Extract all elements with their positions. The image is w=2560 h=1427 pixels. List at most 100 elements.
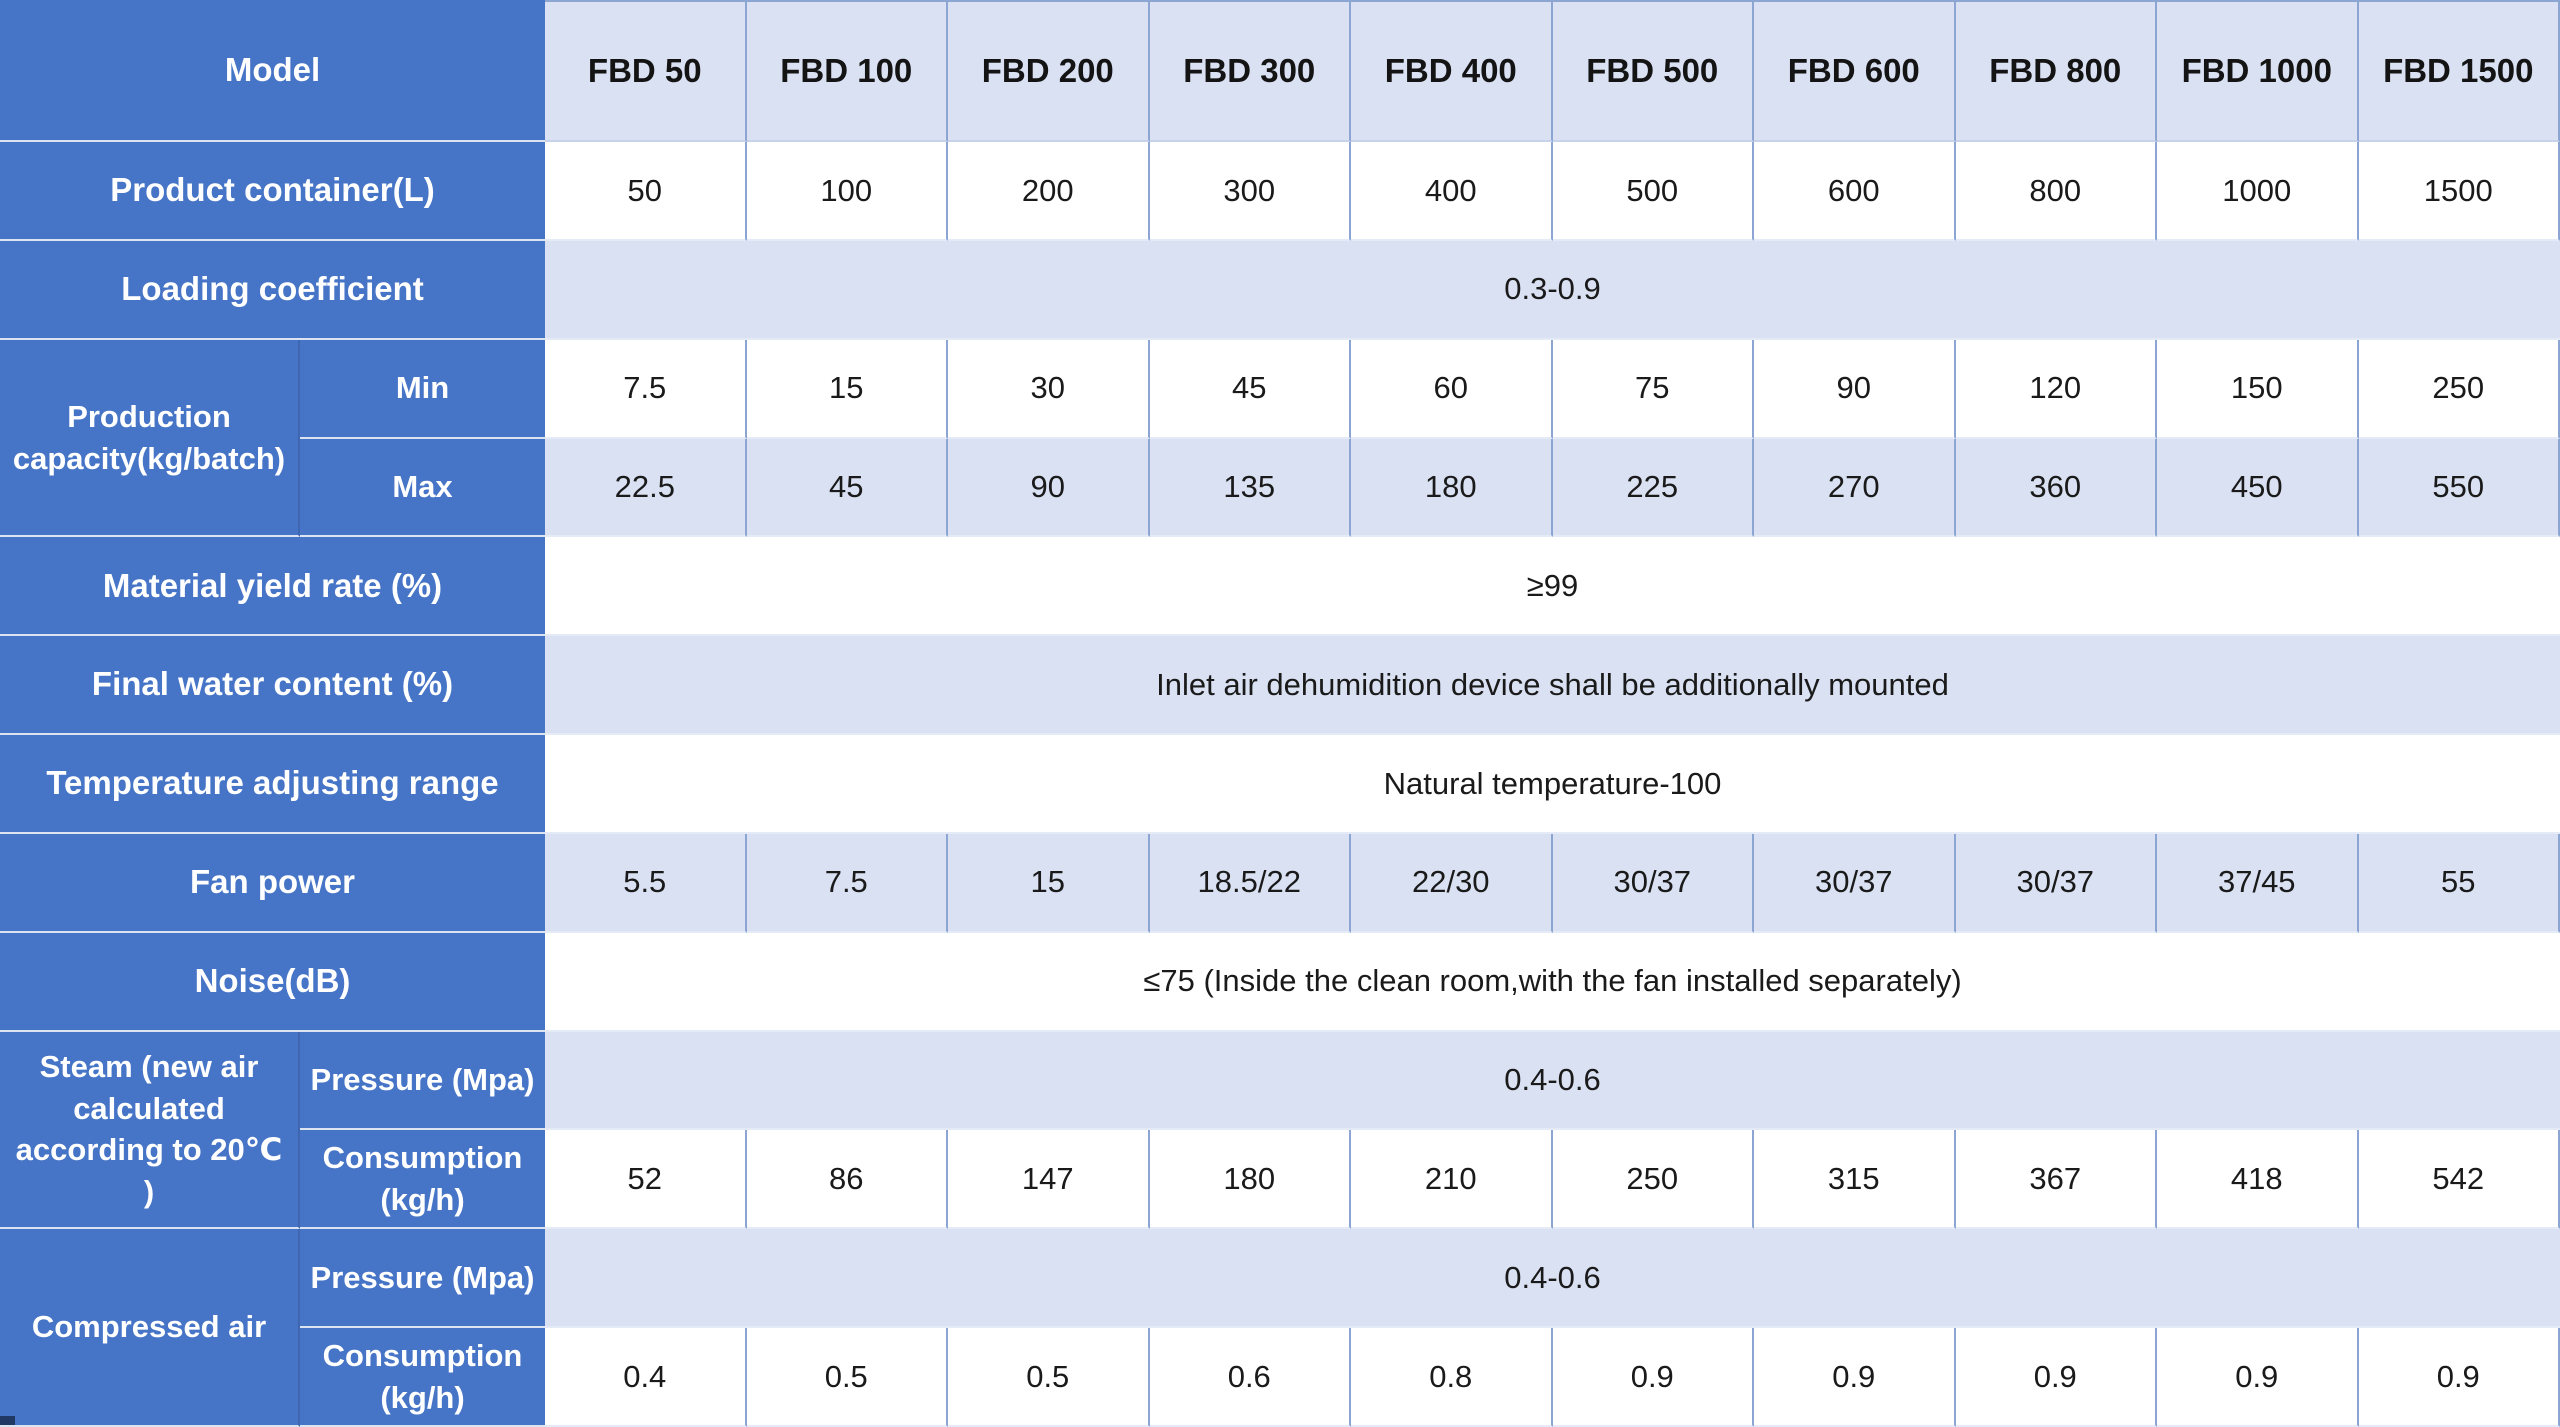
value-cell: 7.5 (545, 339, 747, 439)
column-header-cell: FBD 500 (1552, 0, 1755, 143)
sub-label-compressed-pressure: Pressure (Mpa) (300, 1229, 546, 1328)
column-header-cell: FBD 1500 (2358, 0, 2560, 143)
value-cell: 418 (2157, 1130, 2359, 1230)
value-cell: 7.5 (746, 833, 949, 933)
row-label-loading-coefficient: Loading coefficient (0, 240, 546, 340)
value-cell: 250 (1552, 1130, 1755, 1230)
value-cell: 45 (1149, 339, 1352, 439)
value-cell: 400 (1351, 142, 1553, 241)
value-cell: 0.9 (2358, 1328, 2560, 1427)
column-header-cell: FBD 800 (1955, 0, 2158, 143)
value-cell: 120 (1955, 339, 2158, 439)
value-cell: 86 (746, 1130, 949, 1230)
value-cell: 30/37 (1754, 833, 1956, 933)
value-cell: 22/30 (1351, 833, 1553, 933)
value-cell: 225 (1552, 438, 1755, 538)
value-cell: 90 (948, 438, 1150, 538)
value-cell: 270 (1754, 438, 1956, 538)
value-cell: 1500 (2358, 142, 2560, 241)
value-cell: 0.9 (1754, 1328, 1956, 1427)
table-row-steam-pressure: Steam (new air calculated according to 2… (0, 1031, 2560, 1230)
value-cell: 37/45 (2157, 833, 2359, 933)
value-cell: 0.6 (1149, 1328, 1352, 1427)
column-header-cell: FBD 50 (545, 0, 747, 143)
value-cell: 5.5 (545, 833, 747, 933)
table-row-compressed-pressure: Compressed air Pressure (Mpa) 0.4-0.6 (0, 1229, 2560, 1427)
value-cell: 90 (1754, 339, 1956, 439)
table-row-material-yield: Material yield rate (%) ≥99 (0, 537, 2560, 637)
sub-label-steam-consumption: Consumption (kg/h) (300, 1130, 546, 1230)
value-cell: 450 (2157, 438, 2359, 538)
value-cell: 0.4 (545, 1328, 747, 1427)
row-label-product-container: Product container(L) (0, 142, 546, 241)
value-cell: 0.8 (1351, 1328, 1553, 1427)
merged-value-cell: 0.4-0.6 (545, 1031, 2560, 1131)
table-row-loading-coefficient: Loading coefficient 0.3-0.9 (0, 240, 2560, 340)
corner-mark (0, 1416, 15, 1425)
value-cell: 180 (1351, 438, 1553, 538)
table-row-production-max: Max 22.5 45 90 135 180 225 270 360 450 5… (0, 438, 2560, 538)
merged-value-cell: 0.4-0.6 (545, 1229, 2560, 1328)
group-label-steam: Steam (new air calculated according to 2… (0, 1031, 300, 1230)
value-cell: 15 (948, 833, 1150, 933)
table-row-compressed-consumption: Consumption (kg/h) 0.4 0.5 0.5 0.6 0.8 0… (0, 1328, 2560, 1427)
column-header-cell: FBD 100 (746, 0, 949, 143)
column-header-cell: FBD 400 (1351, 0, 1553, 143)
column-header-cell: FBD 1000 (2157, 0, 2359, 143)
value-cell: 250 (2358, 339, 2560, 439)
value-cell: 30 (948, 339, 1150, 439)
table-row-production-min: Production capacity(kg/batch) Min 7.5 15… (0, 339, 2560, 538)
value-cell: 22.5 (545, 438, 747, 538)
merged-value-cell: ≤75 (Inside the clean room,with the fan … (545, 932, 2560, 1032)
column-header-cell: FBD 200 (948, 0, 1150, 143)
row-label-fan-power: Fan power (0, 833, 546, 933)
value-cell: 367 (1955, 1130, 2158, 1230)
value-cell: 300 (1149, 142, 1352, 241)
value-cell: 55 (2358, 833, 2560, 933)
value-cell: 360 (1955, 438, 2158, 538)
value-cell: 542 (2358, 1130, 2560, 1230)
row-label-model: Model (0, 0, 546, 143)
value-cell: 500 (1552, 142, 1755, 241)
value-cell: 150 (2157, 339, 2359, 439)
value-cell: 0.9 (2157, 1328, 2359, 1427)
row-label-final-water: Final water content (%) (0, 636, 546, 736)
value-cell: 600 (1754, 142, 1956, 241)
sub-label-max: Max (300, 438, 546, 538)
group-label-production-capacity: Production capacity(kg/batch) (0, 339, 300, 538)
value-cell: 60 (1351, 339, 1553, 439)
value-cell: 135 (1149, 438, 1352, 538)
table-row-steam-consumption: Consumption (kg/h) 52 86 147 180 210 250… (0, 1130, 2560, 1230)
value-cell: 210 (1351, 1130, 1553, 1230)
group-label-compressed-air: Compressed air (0, 1229, 300, 1427)
value-cell: 0.9 (1955, 1328, 2158, 1427)
row-label-temperature-range: Temperature adjusting range (0, 735, 546, 834)
value-cell: 180 (1149, 1130, 1352, 1230)
value-cell: 147 (948, 1130, 1150, 1230)
table-row-product-container: Product container(L) 50 100 200 300 400 … (0, 142, 2560, 241)
value-cell: 800 (1955, 142, 2158, 241)
value-cell: 100 (746, 142, 949, 241)
merged-value-cell: Natural temperature-100 (545, 735, 2560, 834)
value-cell: 75 (1552, 339, 1755, 439)
value-cell: 0.5 (948, 1328, 1150, 1427)
value-cell: 45 (746, 438, 949, 538)
table-row-final-water: Final water content (%) Inlet air dehumi… (0, 636, 2560, 736)
merged-value-cell: 0.3-0.9 (545, 240, 2560, 340)
sub-label-compressed-consumption: Consumption (kg/h) (300, 1328, 546, 1427)
table-row-noise: Noise(dB) ≤75 (Inside the clean room,wit… (0, 932, 2560, 1032)
value-cell: 0.5 (746, 1328, 949, 1427)
table-row-fan-power: Fan power 5.5 7.5 15 18.5/22 22/30 30/37… (0, 833, 2560, 933)
row-label-noise: Noise(dB) (0, 932, 546, 1032)
row-label-material-yield: Material yield rate (%) (0, 537, 546, 637)
value-cell: 18.5/22 (1149, 833, 1352, 933)
sub-label-steam-pressure: Pressure (Mpa) (300, 1031, 546, 1131)
column-header-cell: FBD 600 (1754, 0, 1956, 143)
value-cell: 15 (746, 339, 949, 439)
table-row-model: Model FBD 50 FBD 100 FBD 200 FBD 300 FBD… (0, 0, 2560, 143)
value-cell: 30/37 (1955, 833, 2158, 933)
value-cell: 0.9 (1552, 1328, 1755, 1427)
value-cell: 50 (545, 142, 747, 241)
value-cell: 550 (2358, 438, 2560, 538)
